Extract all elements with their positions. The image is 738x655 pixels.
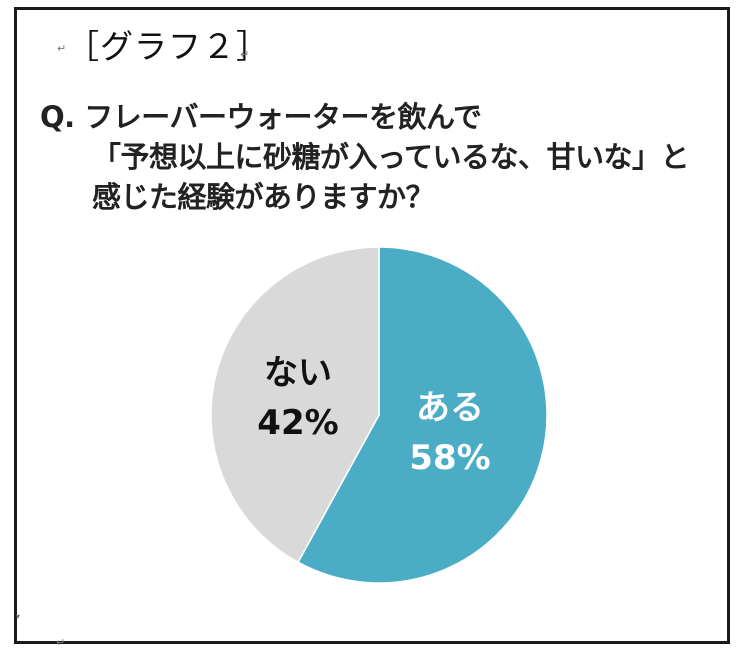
question-line-1: Q. フレーバーウォーターを飲んで — [40, 100, 482, 134]
question-line-2: 「予想以上に砂糖が入っているな、甘いな」と — [92, 140, 690, 174]
paragraph-mark-icon: ↵ — [57, 42, 67, 55]
slice-label-yes: ある 58% — [390, 383, 510, 483]
paragraph-mark-icon: ▾ — [16, 612, 21, 621]
slice-value-yes: 58% — [409, 438, 491, 478]
slice-category-no: ない — [264, 353, 332, 393]
paragraph-mark-icon: ↵ — [56, 636, 66, 649]
slice-label-no: ない 42% — [238, 348, 358, 448]
slice-category-yes: ある — [416, 388, 484, 428]
graph-label: ［グラフ２］ — [66, 27, 270, 66]
paragraph-mark-icon: ↵ — [240, 48, 250, 61]
slice-value-no: 42% — [257, 403, 339, 443]
question-title: Q. フレーバーウォーターを飲んで 「予想以上に砂糖が入っているな、甘いな」と … — [40, 97, 690, 217]
chart-frame — [14, 7, 730, 644]
question-line-3: 感じた経験がありますか？ — [92, 180, 435, 214]
pie-slice-yes — [297, 246, 548, 584]
pie-slice-no — [210, 246, 380, 564]
